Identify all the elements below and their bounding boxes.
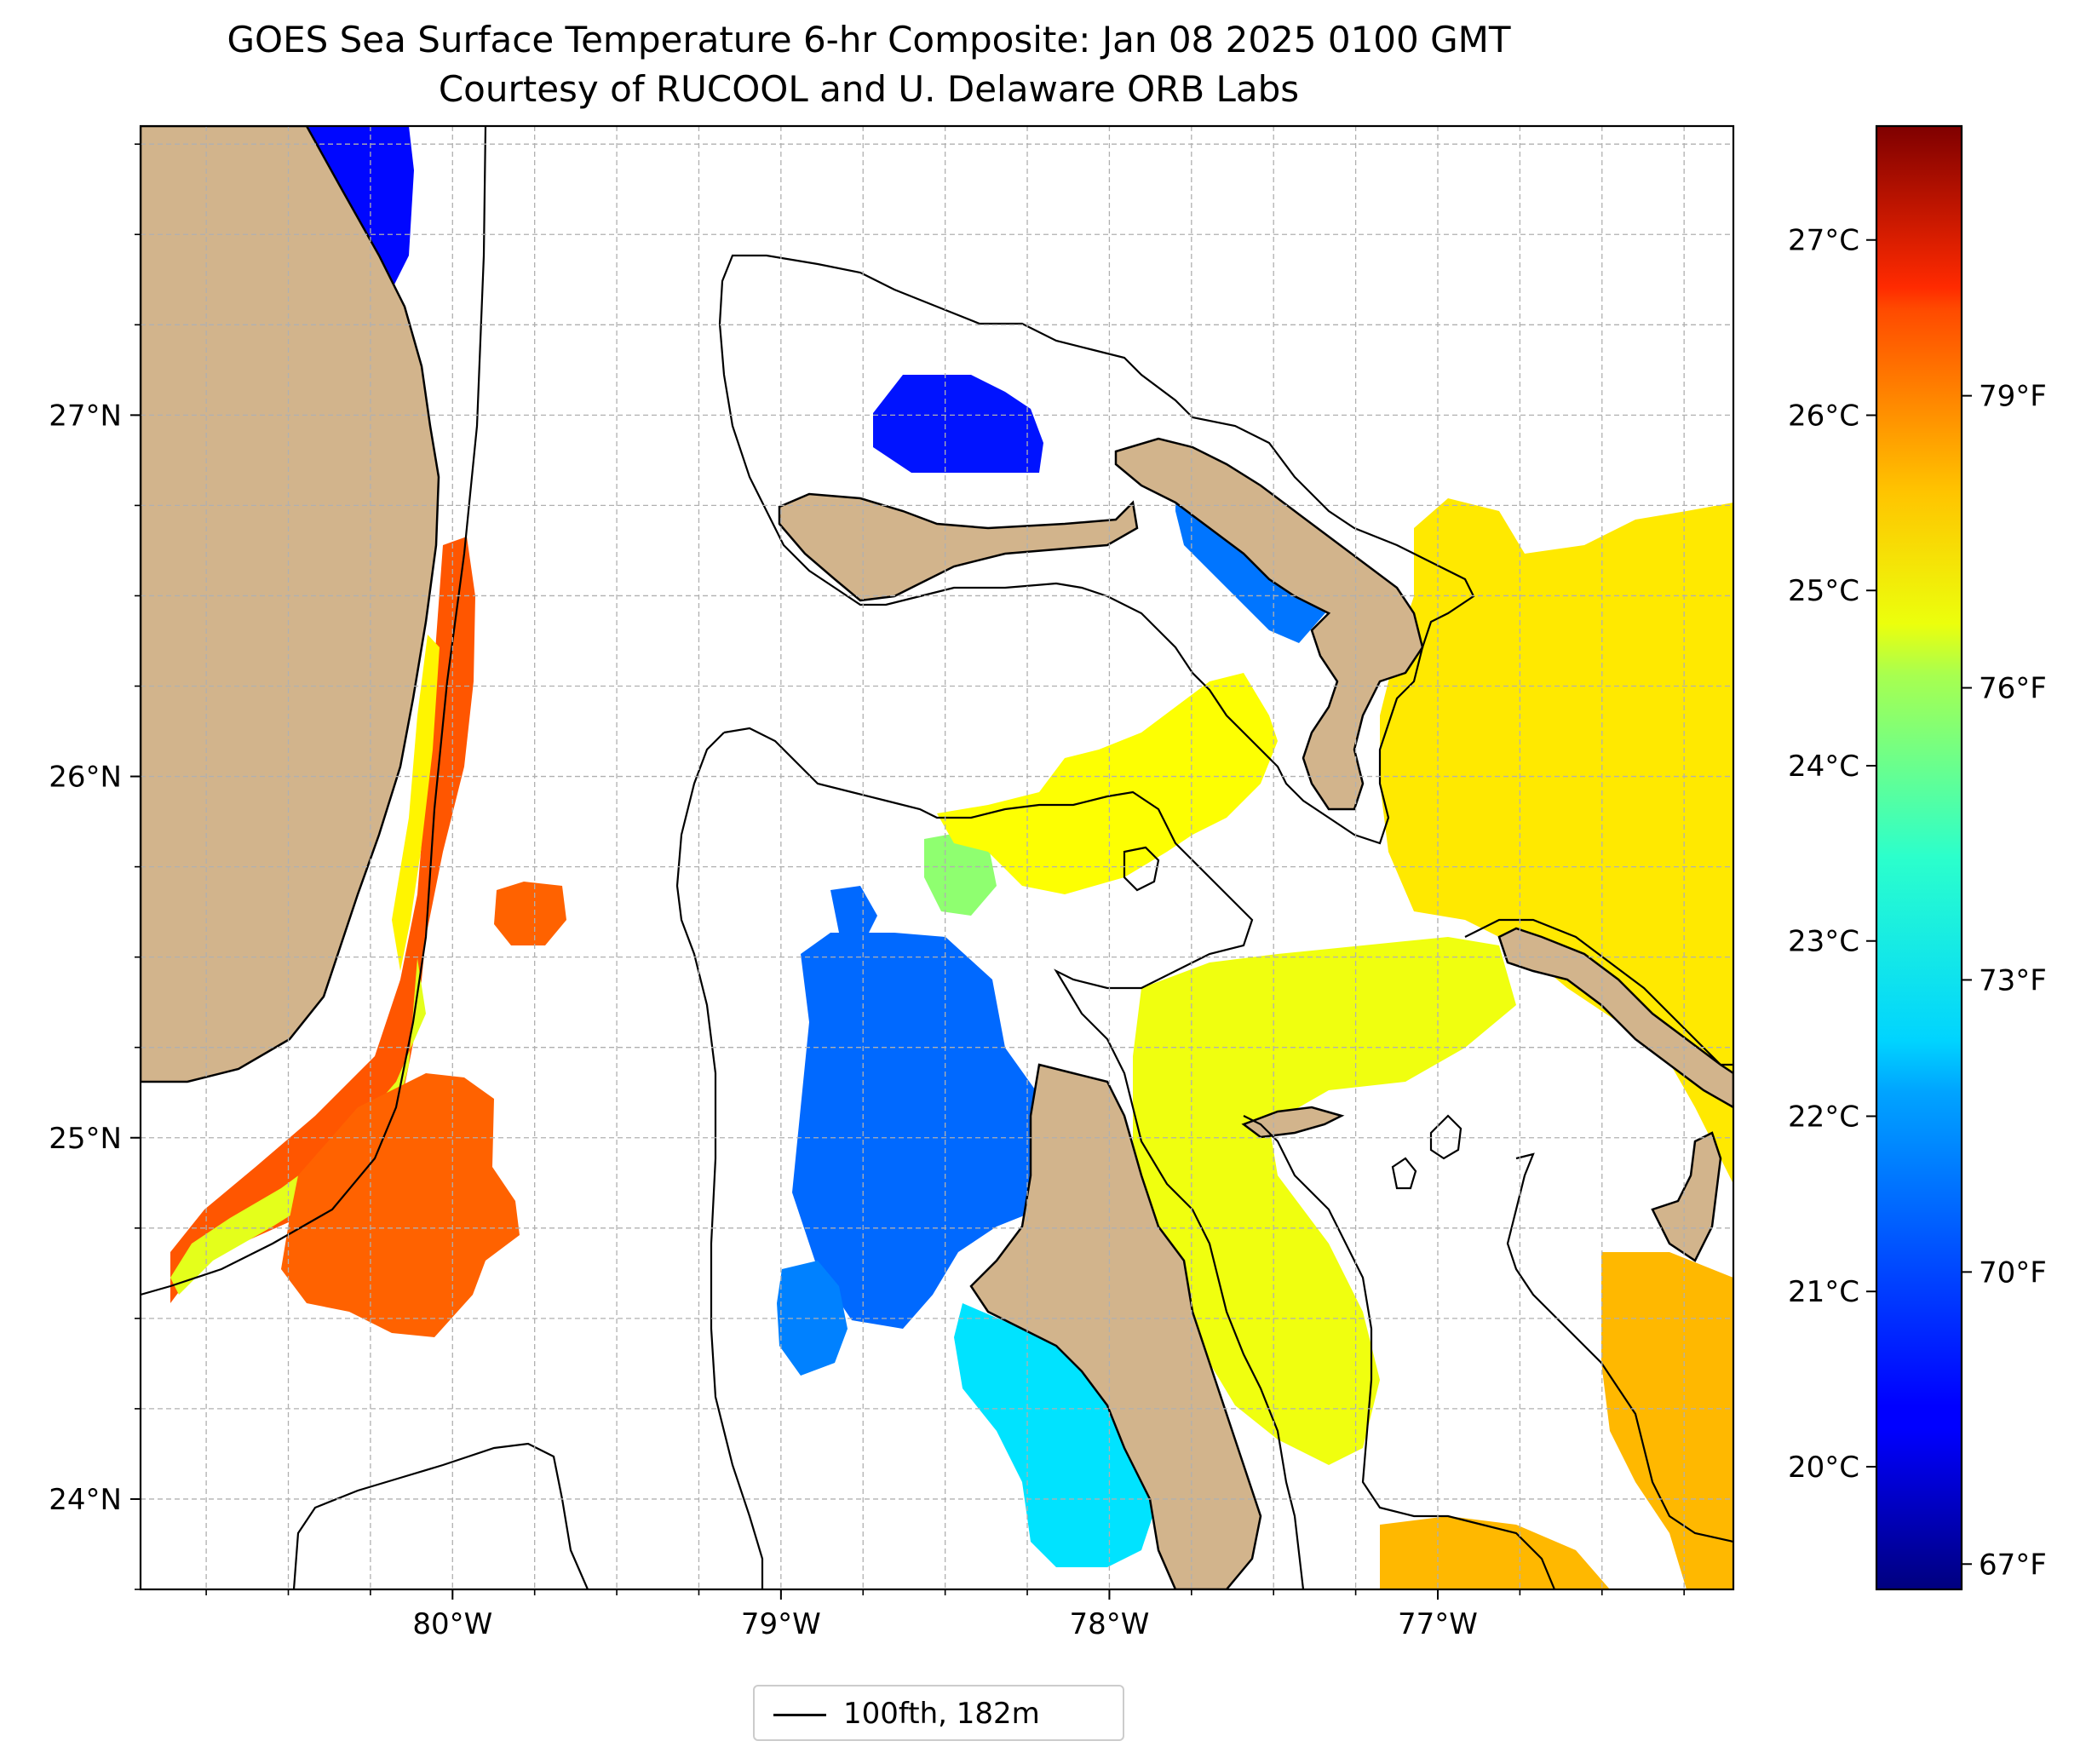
eleuthera-land — [1497, 927, 1733, 1109]
colorbar: 20°C 21°C 22°C 23°C 24°C 25°C 26°C 27°C 67°F 70°… — [1788, 124, 2047, 1591]
abaco-land — [1114, 437, 1424, 811]
celsius-tick-label: 22°C — [1788, 1100, 1859, 1134]
celsius-tick-label: 25°C — [1788, 574, 1859, 608]
southwest-small-blue — [777, 1261, 848, 1376]
cat-island-land — [1651, 1131, 1722, 1262]
celsius-tick-label: 26°C — [1788, 399, 1859, 433]
longitude-axis: 80°W 79°W 78°W 77°W — [205, 1589, 1685, 1641]
lat-tick-label: 24°N — [49, 1483, 122, 1517]
isobath-great-bahama-bank-north — [723, 727, 1305, 1589]
isobath-tongue-of-ocean-east — [1243, 1115, 1556, 1589]
isobath-bimini-ring — [1123, 846, 1160, 892]
isobath-exuma-south — [1506, 1152, 1733, 1543]
fahrenheit-tick-label: 67°F — [1979, 1548, 2047, 1582]
chart-subtitle: Courtesy of RUCOOL and U. Delaware ORB L… — [438, 68, 1300, 110]
lon-tick-label: 79°W — [741, 1607, 821, 1641]
map-frame — [139, 124, 1735, 1591]
lat-tick-label: 26°N — [49, 761, 122, 795]
isobath-eleuthera-north — [1464, 918, 1733, 1066]
gridlines — [141, 126, 1733, 1589]
fahrenheit-tick-label: 79°F — [1979, 380, 2047, 414]
latitude-axis: 24°N 25°N 26°N 27°N — [49, 143, 141, 1590]
great-bahama-bank-cool-north — [830, 886, 877, 933]
map-panel: 24°N 25°N 26°N 27°N 80°W 79°W 78°W 77°W — [49, 124, 1735, 1641]
straits-small-orange — [494, 882, 566, 945]
legend: 100fth, 182m — [753, 1685, 1124, 1741]
fahrenheit-tick-label: 76°F — [1979, 672, 2047, 706]
lat-tick-label: 25°N — [49, 1122, 122, 1156]
lon-tick-label: 78°W — [1069, 1607, 1149, 1641]
isobath-south-west-bank — [292, 1442, 589, 1589]
straits-warm-blob — [281, 1073, 520, 1337]
gulf-stream-north-strip — [392, 635, 440, 971]
andros-land — [969, 1063, 1262, 1589]
fahrenheit-tick-label: 73°F — [1979, 963, 2047, 997]
isobath-100fth — [141, 126, 1733, 1589]
celsius-tick-label: 24°C — [1788, 750, 1859, 784]
isobath-straits-west — [675, 732, 764, 1589]
lat-tick-label: 27°N — [49, 399, 122, 433]
isobath-florida-shelf — [141, 126, 487, 1296]
celsius-tick-label: 20°C — [1788, 1451, 1859, 1485]
celsius-tick-label: 23°C — [1788, 925, 1859, 959]
isobath-little-bahama-bank — [718, 254, 1475, 845]
colorbar-celsius-ticks: 20°C 21°C 22°C 23°C 24°C 25°C 26°C 27°C — [1788, 224, 1876, 1485]
legend-line-swatch — [773, 1714, 826, 1716]
andros-south-cyan — [954, 1303, 1158, 1567]
lon-tick-label: 77°W — [1398, 1607, 1478, 1641]
lon-tick-label: 80°W — [412, 1607, 492, 1641]
south-east-orange — [1601, 1252, 1733, 1589]
grand-bahama-land — [778, 492, 1139, 602]
land-layer — [141, 126, 1733, 1589]
florida-land — [141, 126, 440, 1083]
celsius-tick-label: 27°C — [1788, 224, 1859, 258]
isobath-cay-ring — [1429, 1114, 1462, 1160]
northwest-channel-yellow — [937, 673, 1278, 894]
fahrenheit-tick-label: 70°F — [1979, 1255, 2047, 1290]
northwest-channel-green — [924, 830, 997, 916]
great-bahama-bank-cool — [792, 933, 1052, 1329]
berry-islands-land — [1241, 1106, 1345, 1139]
legend-label: 100fth, 182m — [843, 1697, 1040, 1731]
little-bahama-bank-patch — [873, 375, 1043, 473]
colorbar-fahrenheit-ticks: 67°F 70°F 73°F 76°F 79°F — [1962, 380, 2047, 1582]
colorbar-gradient — [1876, 126, 1962, 1589]
tongue-of-ocean-warm — [1133, 937, 1516, 1465]
isobath-cay-ring-2 — [1391, 1157, 1417, 1190]
colorbar-frame — [1875, 124, 1963, 1591]
chart-title: GOES Sea Surface Temperature 6-hr Compos… — [227, 19, 1511, 60]
celsius-tick-label: 21°C — [1788, 1275, 1859, 1309]
